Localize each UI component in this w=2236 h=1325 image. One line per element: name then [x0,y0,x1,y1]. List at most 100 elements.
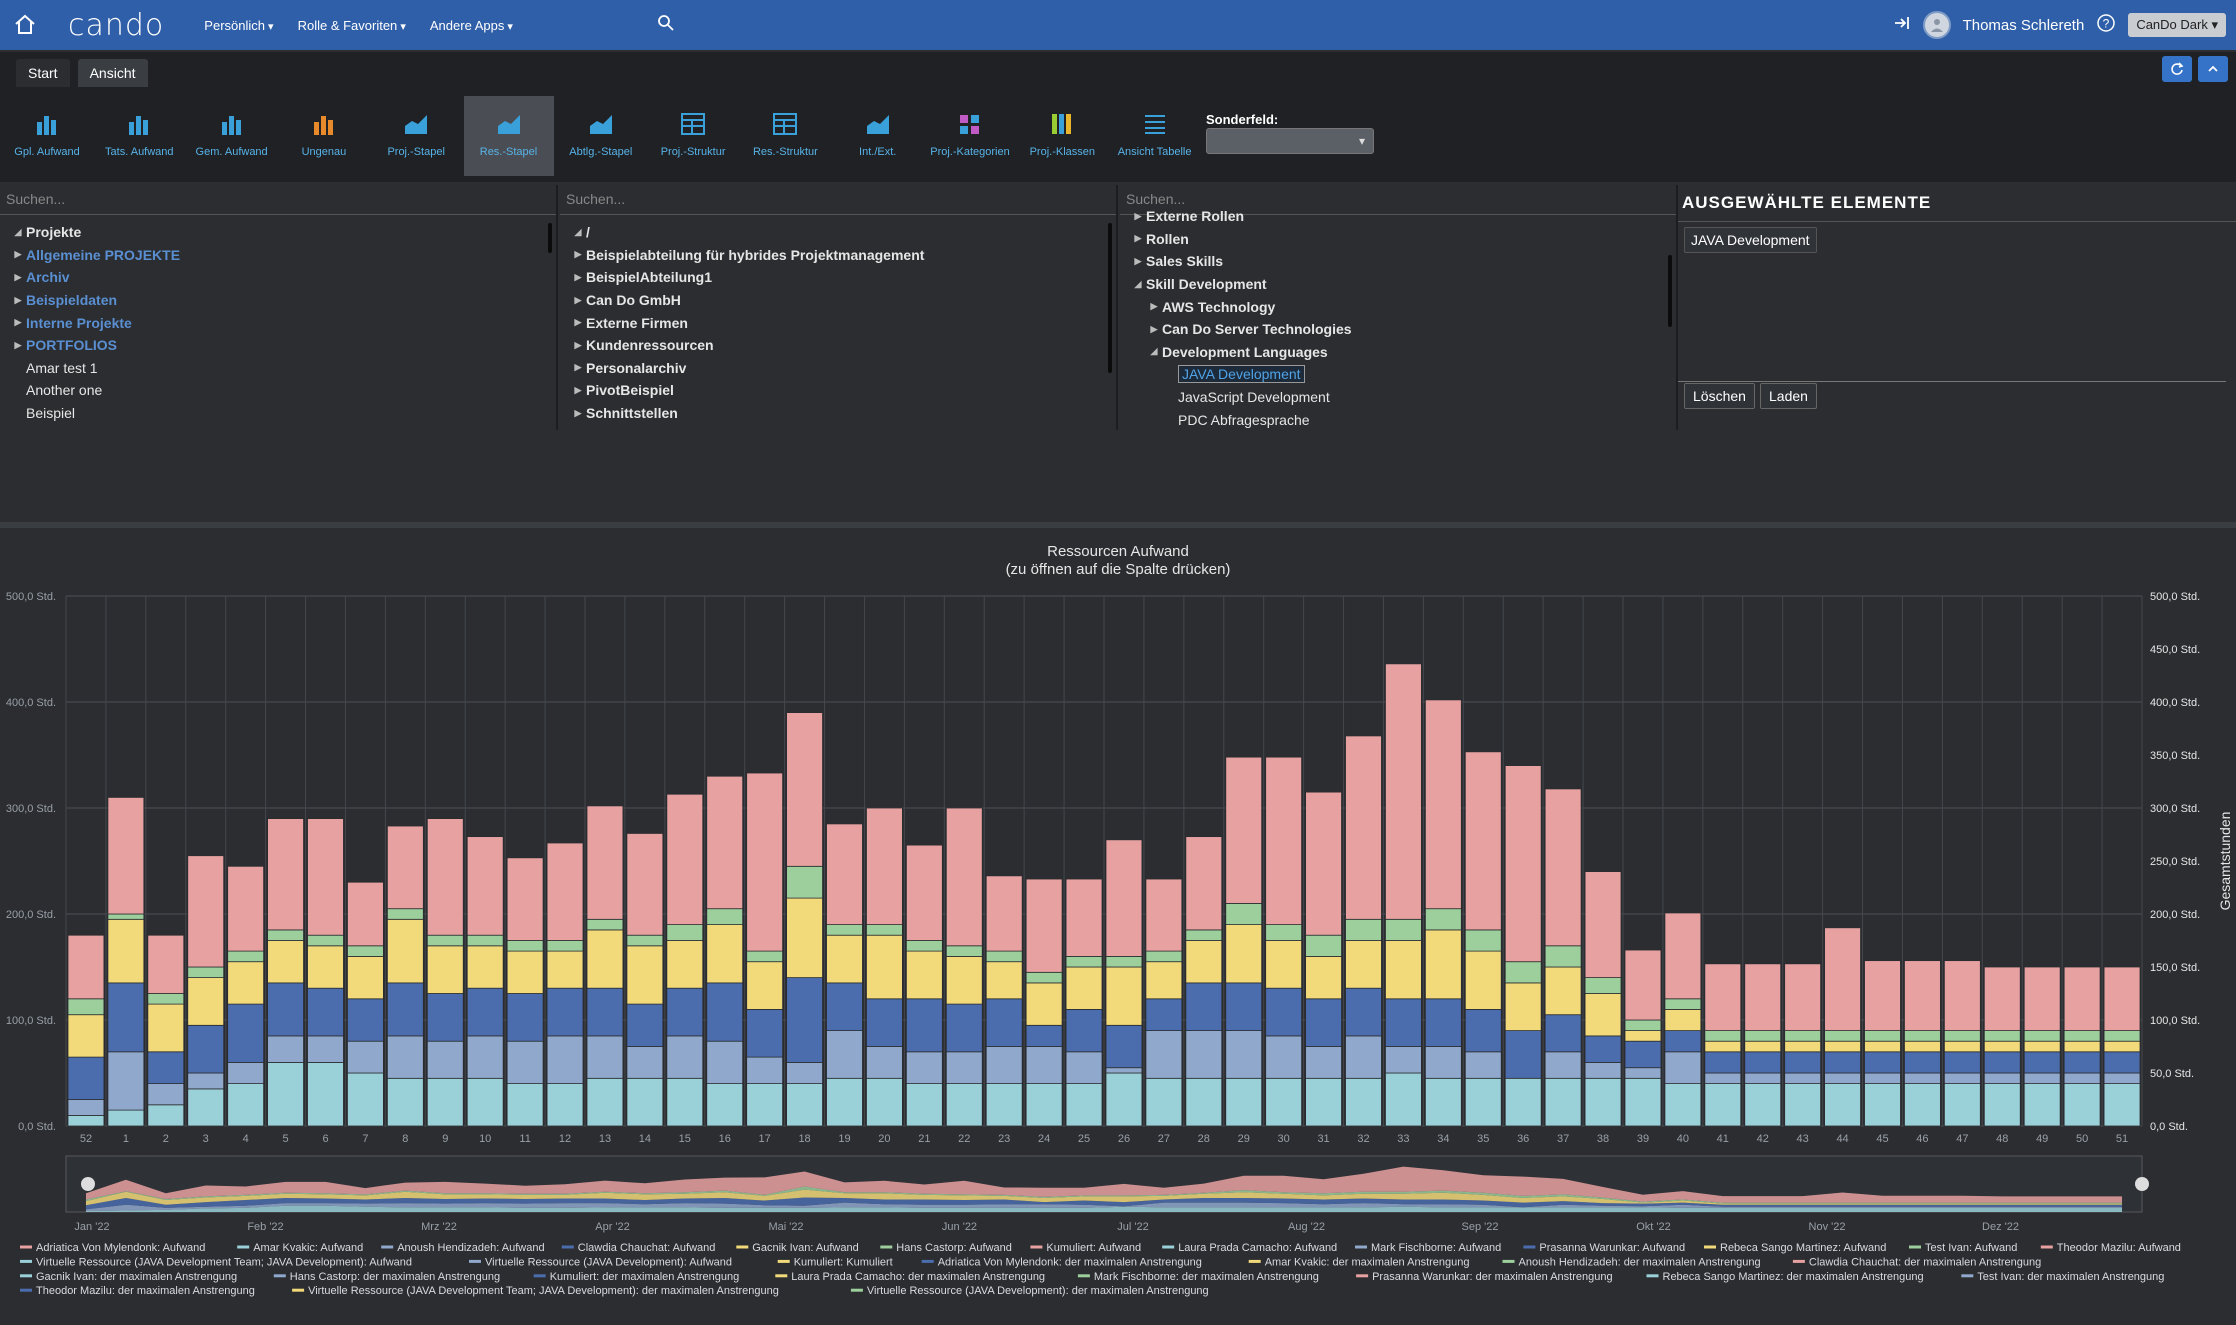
expand-arrow-icon[interactable]: ▶ [14,317,22,328]
ribbon-button-7[interactable]: Proj.-Struktur [648,96,738,176]
nav-personal[interactable]: Persönlich [204,18,273,33]
resource-effort-chart[interactable]: Ressourcen Aufwand (zu öffnen auf die Sp… [0,528,2236,1320]
bar-segment [2103,1083,2141,1127]
expand-arrow-icon[interactable]: ▶ [14,271,22,282]
expand-arrow-icon[interactable]: ▶ [574,407,582,418]
avatar[interactable] [1922,11,1951,39]
expand-arrow-icon[interactable]: ▶ [1150,301,1158,312]
scrollbar[interactable] [1668,255,1672,327]
search-icon[interactable] [657,14,675,37]
ribbon-button-8[interactable]: Res.-Struktur [740,96,830,176]
area-chart-icon [496,112,522,141]
ribbon-button-6[interactable]: Abtlg.-Stapel [556,96,646,176]
sonderfeld-select[interactable] [1206,128,1374,154]
ribbon-button-11[interactable]: Proj.-Klassen [1017,96,1107,176]
tree-node[interactable]: ▶ PORTFOLIOS [0,334,556,357]
projects-search-input[interactable]: Suchen... [0,185,556,215]
expand-arrow-icon[interactable]: ▶ [14,249,22,260]
bar-segment [626,1077,664,1127]
expand-arrow-icon[interactable]: ▶ [574,339,582,350]
scrollbar[interactable] [1108,223,1112,373]
tree-node[interactable]: ▶ Sales Skills [1120,250,1676,273]
collapse-ribbon-icon[interactable] [2198,56,2228,82]
tab-ansicht[interactable]: Ansicht [77,59,148,87]
expand-arrow-icon[interactable]: ▶ [574,384,582,395]
tree-node[interactable]: ▶ Personalarchiv [560,357,1116,380]
tree-node[interactable]: ▶ Can Do GmbH [560,289,1116,312]
expand-arrow-icon[interactable]: ▶ [574,362,582,373]
expand-arrow-icon[interactable]: ▶ [14,339,22,350]
ribbon-button-2[interactable]: Gem. Aufwand [187,96,277,176]
theme-select[interactable]: CanDo Dark ▾ [2128,13,2226,37]
orgs-search-input[interactable]: Suchen... [560,185,1116,215]
app-logo[interactable]: cando [68,7,165,43]
bar-segment [666,940,704,989]
tree-node[interactable]: ▶ Externe Firmen [560,311,1116,334]
expand-arrow-icon[interactable]: ▶ [574,271,582,282]
tree-node[interactable]: Beispiel [0,402,556,425]
refresh-icon[interactable] [2162,56,2192,82]
tree-node[interactable]: ▶ PivotBeispiel [560,379,1116,402]
tree-node[interactable]: Another one [0,379,556,402]
splitter-handle[interactable] [0,522,2236,528]
ribbon-button-9[interactable]: Int./Ext. [833,96,923,176]
tree-node[interactable]: ▶ Kundenressourcen [560,334,1116,357]
tree-node[interactable]: PDC Abfragesprache [1120,408,1676,430]
x-tick-label: 17 [759,1133,771,1145]
tree-node[interactable]: ▶ Rollen [1120,228,1676,251]
logout-icon[interactable] [1893,14,1911,37]
ribbon-button-4[interactable]: Proj.-Stapel [371,96,461,176]
ribbon-button-5[interactable]: Res.-Stapel [463,96,554,176]
ribbon-button-0[interactable]: Gpl. Aufwand [2,96,92,176]
ribbon-button-10[interactable]: Proj.-Kategorien [925,96,1015,176]
tree-node[interactable]: ▶ Interne Projekte [0,311,556,334]
tree-node[interactable]: ▶ Beispielabteilung für hybrides Projektm… [560,244,1116,267]
tree-node[interactable]: ▶ BeispielAbteilung1 [560,266,1116,289]
collapse-arrow-icon[interactable]: ◢ [574,226,582,237]
tree-node[interactable]: ◢ Projekte [0,221,556,244]
skills-search-input[interactable]: Suchen... [1120,185,1676,215]
tree-node[interactable]: JavaScript Development [1120,386,1676,409]
tree-node-label: JavaScript Development [1178,389,1330,406]
tree-node[interactable]: JAVA Development [1120,363,1676,386]
tree-node[interactable]: ◢ / [560,221,1116,244]
tree-node[interactable]: ◢ Development Languages [1120,341,1676,364]
home-icon[interactable] [0,0,50,50]
help-icon[interactable]: ? [2096,13,2116,38]
tree-node[interactable]: ▶ Schnittstellen [560,402,1116,425]
bar-segment [347,945,384,957]
tree-node[interactable]: ▶ Beispieldaten [0,289,556,312]
collapse-arrow-icon[interactable]: ◢ [1134,278,1142,289]
selected-chip[interactable]: JAVA Development [1684,227,1817,253]
delete-button[interactable]: Löschen [1684,383,1755,409]
expand-arrow-icon[interactable]: ▶ [1150,323,1158,334]
expand-arrow-icon[interactable]: ▶ [1134,255,1142,266]
tree-node[interactable]: ▶ Externe Rollen [1120,205,1676,228]
expand-arrow-icon[interactable]: ▶ [574,249,582,260]
expand-arrow-icon[interactable]: ▶ [574,294,582,305]
ribbon-button-3[interactable]: Ungenau [279,96,369,176]
tab-start[interactable]: Start [16,59,70,87]
tree-node[interactable]: ▶ AWS Technology [1120,295,1676,318]
nav-roles-favorites[interactable]: Rolle & Favoriten [298,18,406,33]
expand-arrow-icon[interactable]: ▶ [14,294,22,305]
expand-arrow-icon[interactable]: ▶ [1134,210,1142,221]
tree-node[interactable]: Amar test 1 [0,357,556,380]
ribbon-button-12[interactable]: Ansicht Tabelle [1110,96,1200,176]
expand-arrow-icon[interactable]: ▶ [574,317,582,328]
bar-segment [1664,998,1702,1010]
collapse-arrow-icon[interactable]: ◢ [14,226,22,237]
ribbon-button-1[interactable]: Tats. Aufwand [94,96,184,176]
tree-node[interactable]: ▶ Can Do Server Technologies [1120,318,1676,341]
scrollbar[interactable] [548,223,552,253]
expand-arrow-icon[interactable]: ▶ [1134,233,1142,244]
tree-node[interactable]: ▶ Allgemeine PROJEKTE [0,244,556,267]
legend-item: Anoush Hendizadeh: der maximalen Anstren… [1519,1256,1761,1268]
tree-node[interactable]: ▶ Archiv [0,266,556,289]
user-name[interactable]: Thomas Schlereth [1962,16,2085,34]
nav-other-apps[interactable]: Andere Apps [430,18,513,33]
tree-node[interactable]: ◢ Skill Development [1120,273,1676,296]
load-button[interactable]: Laden [1760,383,1817,409]
collapse-arrow-icon[interactable]: ◢ [1150,346,1158,357]
bar-segment [1225,924,1263,984]
